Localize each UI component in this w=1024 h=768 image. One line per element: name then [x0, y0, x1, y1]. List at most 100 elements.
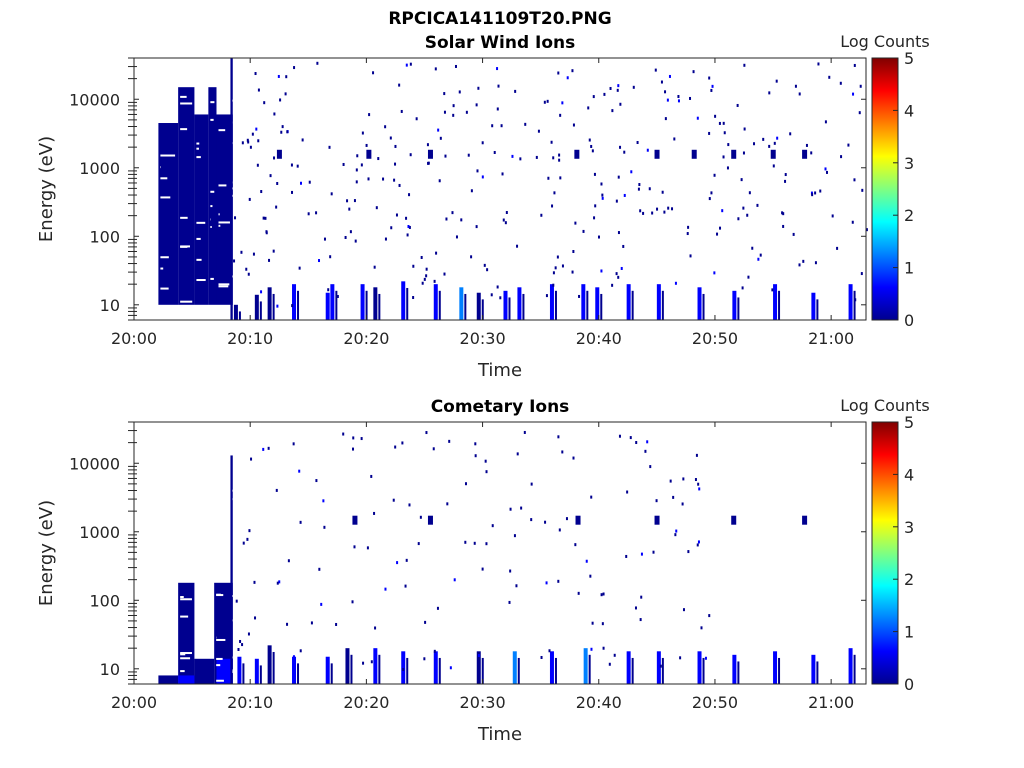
heatmap-cell — [485, 470, 488, 474]
heatmap-cell — [860, 272, 863, 276]
y-tick-label: 100 — [89, 227, 120, 246]
heatmap-cell — [286, 622, 289, 626]
heatmap-cell — [551, 204, 554, 208]
heatmap-pulse — [401, 651, 406, 684]
heatmap-cell — [540, 655, 543, 659]
heatmap-cell — [601, 196, 604, 200]
heatmap-cell — [293, 66, 296, 70]
heatmap-cell — [434, 67, 437, 71]
heatmap-cell — [356, 154, 359, 158]
heatmap-cell — [852, 92, 855, 96]
heatmap-cell — [649, 465, 652, 469]
heatmap-cell — [545, 294, 548, 298]
heatmap-cell — [255, 127, 258, 131]
heatmap-cell — [318, 259, 321, 263]
heatmap-cell — [256, 163, 259, 167]
heatmap-cell — [674, 281, 677, 285]
colorbar-tick-label: 1 — [904, 259, 914, 278]
heatmap-cell — [789, 132, 792, 136]
heatmap-pulse — [481, 299, 484, 320]
heatmap-cell — [291, 304, 294, 308]
heatmap-block — [230, 455, 233, 684]
heatmap-cell — [377, 157, 380, 161]
heatmap-cell — [784, 173, 787, 177]
heatmap-cell — [617, 275, 620, 279]
heatmap-cell — [352, 436, 355, 440]
heatmap-cell — [708, 614, 711, 618]
y-axis-label: Energy (eV) — [36, 500, 57, 606]
heatmap-cell — [242, 541, 245, 545]
heatmap-cell — [762, 137, 765, 141]
heatmap-pulse — [702, 293, 705, 320]
heatmap-cell — [561, 450, 564, 454]
heatmap-cell — [355, 168, 358, 172]
heatmap-cell — [572, 249, 575, 253]
heatmap-cluster — [366, 149, 372, 159]
heatmap-cell — [280, 130, 283, 134]
heatmap-cell — [286, 130, 289, 134]
heatmap-cell — [710, 191, 713, 195]
heatmap-cell — [836, 246, 839, 250]
heatmap-block — [178, 675, 195, 684]
heatmap-pulse — [586, 290, 589, 320]
heatmap-cell — [543, 100, 546, 104]
heatmap-cell — [636, 141, 639, 145]
colorbar-tick-label: 0 — [904, 675, 914, 694]
heatmap-cell — [281, 125, 284, 129]
heatmap-cell — [601, 622, 604, 626]
heatmap-gap — [232, 187, 233, 190]
heatmap-cell — [477, 86, 480, 90]
heatmap-cell — [810, 191, 813, 195]
spectrogram-panel-cometary: Cometary Ions 20:00 20:10 20:20 20:30 20:40 2… — [36, 396, 930, 745]
heatmap-cell — [241, 643, 244, 647]
heatmap-cell — [315, 479, 318, 483]
heatmap-cell — [365, 143, 368, 147]
heatmap-cell — [252, 252, 255, 256]
heatmap-cell — [742, 206, 745, 210]
heatmap-cell — [654, 68, 657, 72]
heatmap-pulse — [325, 292, 330, 320]
x-tick-label: 20:40 — [576, 693, 622, 712]
heatmap-cell — [351, 600, 354, 604]
heatmap-cell — [436, 606, 439, 610]
heatmap-gap — [232, 594, 234, 597]
heatmap-pulse — [365, 290, 368, 320]
heatmap-cell — [644, 449, 647, 453]
heatmap-cell — [425, 431, 428, 435]
heatmap-cell — [682, 608, 685, 612]
x-tick-label: 20:10 — [227, 693, 273, 712]
heatmap-cell — [572, 456, 575, 460]
heatmap-cell — [452, 113, 455, 117]
heatmap-cell — [237, 647, 240, 651]
heatmap-cell — [446, 502, 449, 506]
heatmap-cell — [277, 74, 280, 78]
heatmap-cell — [664, 117, 667, 121]
heatmap-cell — [445, 217, 448, 221]
heatmap-gap — [218, 129, 226, 132]
heatmap-block — [194, 658, 215, 684]
heatmap-cell — [267, 446, 270, 450]
heatmap-pulse — [737, 661, 740, 684]
heatmap-gap — [180, 102, 193, 105]
heatmap-cell — [727, 143, 730, 147]
heatmap-pulse — [350, 654, 353, 684]
heatmap-cell — [589, 574, 592, 578]
heatmap-cell — [352, 447, 355, 451]
heatmap-cell — [716, 232, 719, 236]
heatmap-cell — [669, 479, 672, 483]
heatmap-cell — [366, 546, 369, 550]
heatmap-gap — [218, 285, 229, 288]
heatmap-gap — [180, 95, 187, 98]
heatmap-pulse — [848, 648, 853, 684]
heatmap-pulse — [583, 648, 588, 684]
heatmap-gap — [216, 638, 226, 641]
heatmap-cell — [299, 520, 302, 524]
heatmap-pulse — [237, 656, 242, 684]
heatmap-cell — [475, 225, 478, 229]
heatmap-cell — [308, 180, 311, 184]
heatmap-cell — [697, 482, 700, 486]
heatmap-cell — [330, 192, 333, 196]
heatmap-gap — [210, 101, 215, 104]
heatmap-data — [158, 430, 856, 684]
heatmap-cell — [695, 453, 698, 457]
